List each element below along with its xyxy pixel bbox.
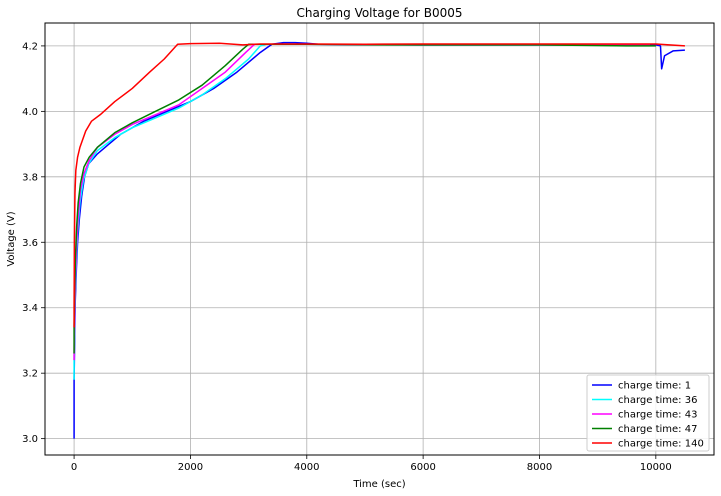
y-tick-label: 4.0 <box>22 107 38 118</box>
series-line-5 <box>73 42 685 328</box>
grid <box>45 23 714 455</box>
y-tick-label: 3.4 <box>22 303 38 314</box>
legend-label: charge time: 140 <box>618 439 704 450</box>
y-tick-label: 3.2 <box>22 369 38 380</box>
legend-label: charge time: 43 <box>618 410 697 421</box>
legend-label: charge time: 47 <box>618 424 697 435</box>
legend-label: charge time: 1 <box>618 381 691 392</box>
legend: charge time: 1 charge time: 36 charge time… <box>586 374 710 452</box>
x-tick-label: 4000 <box>294 462 319 473</box>
legend-label: charge time: 36 <box>618 395 697 406</box>
x-tick-label: 8000 <box>527 462 552 473</box>
x-tick-label: 6000 <box>410 462 435 473</box>
ticks: 0 2000 4000 6000 8000 10000 3.0 3.2 3.4 3.6 3.8 4.0… <box>22 41 672 473</box>
legend-box <box>586 374 710 452</box>
y-axis-label: Voltage (V) <box>6 211 17 266</box>
x-axis-label: Time (sec) <box>352 479 405 490</box>
x-tick-label: 10000 <box>640 462 672 473</box>
y-tick-label: 3.6 <box>22 238 38 249</box>
series-layer <box>73 41 685 439</box>
y-tick-label: 3.0 <box>22 434 38 445</box>
y-tick-label: 3.8 <box>22 172 38 183</box>
plot-frame <box>44 22 715 456</box>
y-tick-label: 4.2 <box>22 41 38 52</box>
chart-title: Charging Voltage for B0005 <box>297 6 463 20</box>
x-tick-label: 0 <box>71 462 77 473</box>
x-tick-label: 2000 <box>178 462 203 473</box>
